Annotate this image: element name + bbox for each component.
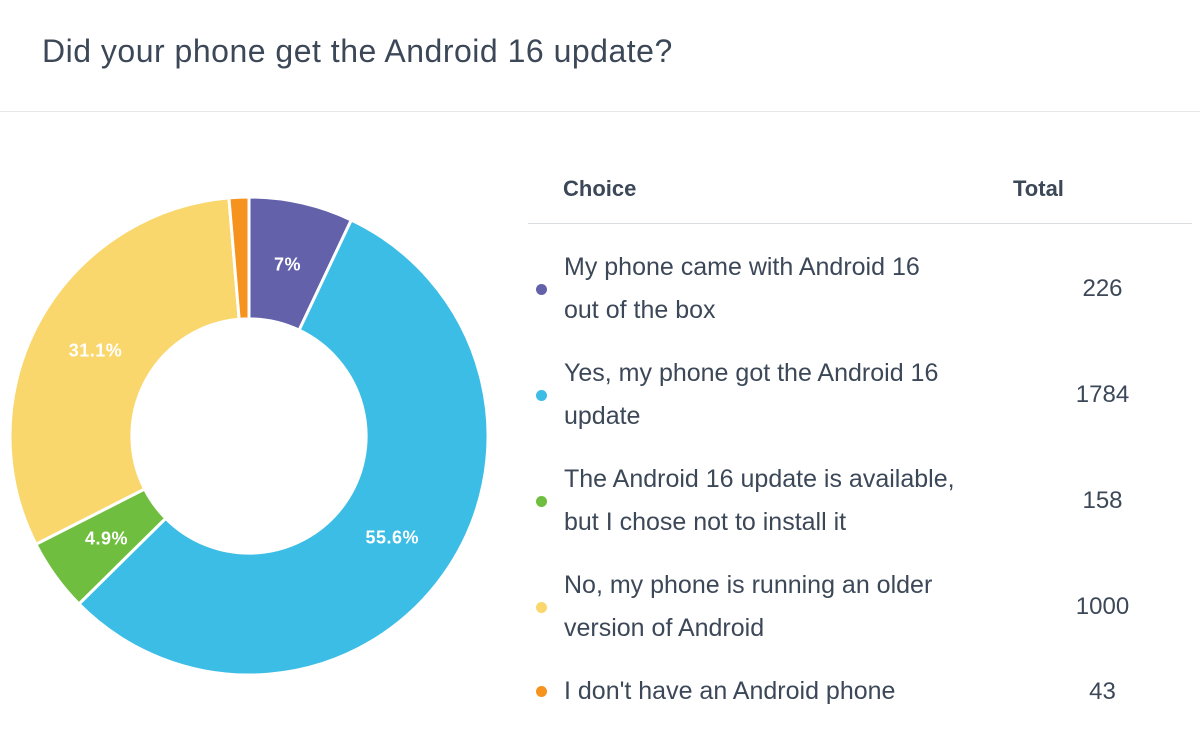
choice-total: 1000 [1075,593,1130,620]
page-header: Did your phone get the Android 16 update… [0,0,1200,112]
legend-dot-icon [536,686,547,697]
donut-slice[interactable] [76,217,490,677]
choice-total: 43 [1089,677,1116,705]
choice-total: 226 [1082,275,1123,302]
legend-dot-icon [536,283,547,295]
choice-column-header: Choice [563,176,637,201]
donut-slice[interactable] [8,196,241,547]
table-row: I don't have an Android phone 43 [528,670,1192,713]
choice-total: 158 [1082,487,1123,514]
total-column-header: Total [1013,176,1064,201]
choice-label: I don't have an Android phone [564,677,896,705]
choice-label: Yes, my phone got the Android 16 update [564,359,939,430]
donut-chart: 7% 55.6% 4.9% 31.1% [0,112,520,740]
page-title: Did your phone get the Android 16 update… [42,33,673,69]
choice-total: 1784 [1075,381,1130,408]
donut-chart-svg: 7% 55.6% 4.9% 31.1% [8,195,490,677]
table-row: My phone came with Android 16 out of the… [528,246,1192,332]
table-row: Yes, my phone got the Android 16 update 1… [528,352,1192,438]
table-row: The Android 16 update is available, but … [528,458,1192,544]
choice-label: No, my phone is running an older version… [564,571,933,642]
choice-label: My phone came with Android 16 out of the… [564,253,920,324]
slice-percent-label: 4.9% [85,529,128,549]
choice-label: The Android 16 update is available, but … [564,465,955,536]
slice-percent-label: 7% [274,255,301,275]
table-header-row: Choice Total [528,112,1192,224]
legend-dot-icon [536,389,547,401]
slice-percent-label: 55.6% [366,528,420,548]
legend-dot-icon [536,601,547,613]
results-table: Choice Total My phone came with Android … [528,112,1192,713]
legend-dot-icon [536,495,547,507]
table-body: My phone came with Android 16 out of the… [528,246,1192,713]
table-row: No, my phone is running an older version… [528,564,1192,650]
slice-percent-label: 31.1% [69,341,123,361]
donut-slice[interactable] [227,195,251,321]
